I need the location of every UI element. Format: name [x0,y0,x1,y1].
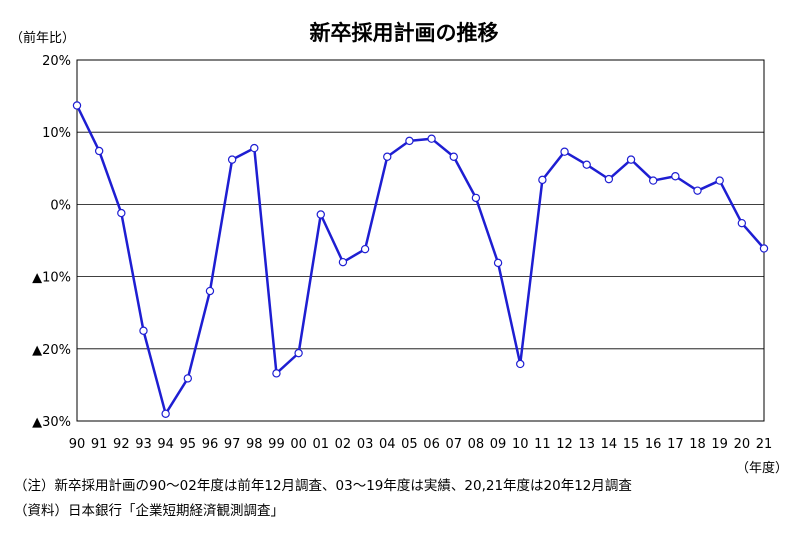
data-point [117,208,126,218]
x-tick-label: 98 [246,437,263,452]
x-tick-label: 92 [113,437,130,452]
data-point [205,286,215,296]
x-tick-label: 18 [689,437,706,452]
x-tick-label: 19 [711,437,728,452]
data-point [516,359,525,369]
x-tick-label: 05 [401,437,418,452]
x-tick-label: 93 [135,437,152,452]
data-point [360,244,370,254]
data-point [693,186,702,195]
plot-area [76,59,765,422]
x-tick-label: 01 [313,437,330,452]
x-tick-label: 12 [556,437,573,452]
x-tick-label: 97 [224,437,241,452]
data-point [582,160,591,169]
y-tick-label: 20% [42,54,71,69]
x-tick-label: 20 [734,437,751,452]
x-tick-label: 99 [268,437,285,452]
x-tick-label: 04 [379,437,396,452]
y-tick-label: 10% [42,126,71,141]
data-point [94,146,104,156]
x-tick-label: 14 [601,437,618,452]
data-point [272,369,281,378]
data-point [449,152,458,161]
footnote-note: （注）新卒採用計画の90～02年度は前年12月調査、03～19年度は実績、20,… [14,478,632,494]
x-tick-label: 07 [445,437,462,452]
x-axis-label: （年度） [736,460,788,476]
y-tick-label: ▲30% [32,415,71,430]
x-tick-label: 94 [157,437,174,452]
x-tick-label: 15 [623,437,640,452]
y-tick-label: ▲10% [32,271,71,286]
x-tick-label: 17 [667,437,684,452]
data-point [405,136,414,146]
data-point [538,175,547,185]
data-point [560,147,569,156]
data-point [427,134,436,143]
gridlines [77,59,764,422]
data-point [338,257,348,267]
chart-title: 新卒採用計画の推移 [310,21,499,45]
x-tick-label: 00 [290,437,307,452]
x-tick-label: 16 [645,437,662,452]
x-tick-label: 02 [335,437,352,452]
data-point [626,155,636,164]
y-axis-label: （前年比） [10,30,75,46]
x-tick-label: 21 [756,437,773,452]
x-tick-label: 03 [357,437,374,452]
data-point [161,409,170,418]
data-point [759,244,769,253]
y-tick-label: 0% [50,198,71,213]
data-point [72,101,82,110]
series-line [75,104,765,416]
x-tick-label: 90 [69,437,86,452]
x-tick-label: 95 [180,437,197,452]
x-tick-labels: 90 91 92 93 94 95 96 97 98 99 00 01 02 03 04 05 06 07 08 09… [69,437,773,452]
x-tick-label: 91 [91,437,108,452]
data-point [250,143,259,153]
data-points [72,101,769,418]
data-point [671,172,680,181]
x-tick-label: 09 [490,437,507,452]
data-point [715,176,724,185]
x-tick-label: 08 [468,437,485,452]
x-tick-label: 10 [512,437,529,452]
x-tick-label: 06 [423,437,440,452]
data-point [139,326,148,335]
data-point [316,210,325,219]
data-point [383,152,392,161]
x-tick-label: 96 [202,437,219,452]
x-tick-label: 13 [578,437,595,452]
data-point [227,155,237,164]
footnote-source: （資料）日本銀行「企業短期経済観測調査」 [14,503,284,519]
y-tick-label: ▲20% [32,343,71,358]
data-point [294,348,303,358]
y-tick-labels: 20% 10% 0% ▲10% ▲20% ▲30% [32,54,71,430]
x-tick-label: 11 [534,437,551,452]
data-point [604,174,614,184]
data-point [471,193,481,203]
data-point [648,176,658,185]
data-point [493,258,503,268]
data-point [183,374,193,383]
data-point [737,218,747,228]
